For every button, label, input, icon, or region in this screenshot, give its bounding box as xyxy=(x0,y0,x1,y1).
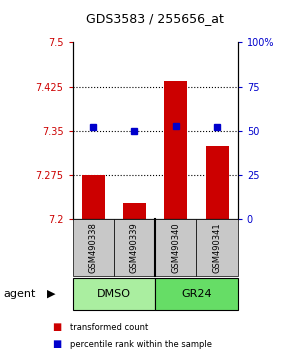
Text: GSM490338: GSM490338 xyxy=(89,222,98,273)
Text: GSM490341: GSM490341 xyxy=(213,222,222,273)
Text: GSM490340: GSM490340 xyxy=(171,222,180,273)
Text: GSM490339: GSM490339 xyxy=(130,222,139,273)
Bar xyxy=(155,219,196,276)
Text: percentile rank within the sample: percentile rank within the sample xyxy=(70,339,212,349)
Bar xyxy=(72,278,155,310)
Bar xyxy=(82,175,104,219)
Bar xyxy=(114,219,155,276)
Text: transformed count: transformed count xyxy=(70,323,148,332)
Text: GR24: GR24 xyxy=(181,289,212,299)
Bar xyxy=(206,146,229,219)
Text: agent: agent xyxy=(3,289,35,299)
Text: ■: ■ xyxy=(52,339,61,349)
Text: ■: ■ xyxy=(52,322,61,332)
Bar xyxy=(196,219,238,276)
Bar xyxy=(164,81,187,219)
Bar xyxy=(123,203,146,219)
Text: GDS3583 / 255656_at: GDS3583 / 255656_at xyxy=(86,12,224,25)
Text: ▶: ▶ xyxy=(46,289,55,299)
Text: DMSO: DMSO xyxy=(97,289,131,299)
Bar xyxy=(155,278,238,310)
Bar xyxy=(72,219,114,276)
